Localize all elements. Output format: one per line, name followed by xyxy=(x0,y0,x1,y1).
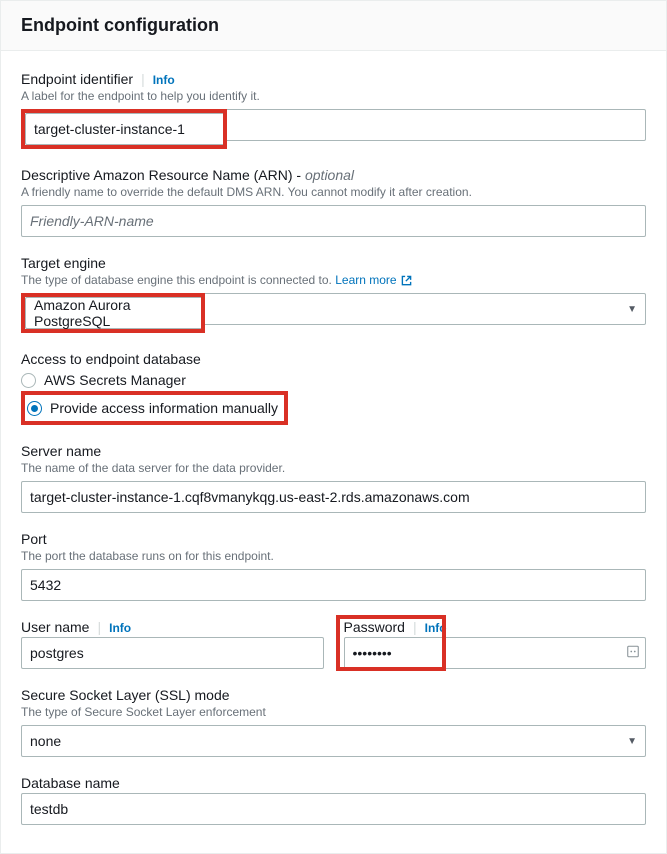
highlight-endpoint-id xyxy=(21,109,227,149)
divider: | xyxy=(413,619,417,635)
highlight-target-engine: Amazon Aurora PostgreSQL xyxy=(21,293,205,333)
external-link-icon xyxy=(401,275,412,286)
field-port: Port The port the database runs on for t… xyxy=(21,531,646,601)
radio-label-secrets: AWS Secrets Manager xyxy=(44,372,186,388)
access-label: Access to endpoint database xyxy=(21,351,201,367)
ssl-select[interactable]: none ▼ xyxy=(21,725,646,757)
endpoint-identifier-input[interactable] xyxy=(25,113,223,145)
field-endpoint-identifier: Endpoint identifier | Info A label for t… xyxy=(21,71,646,149)
dbname-input[interactable] xyxy=(21,793,646,825)
radio-label-manual: Provide access information manually xyxy=(50,400,278,416)
panel-title: Endpoint configuration xyxy=(21,15,646,36)
password-manager-icon[interactable] xyxy=(626,645,640,662)
radio-icon-checked xyxy=(27,401,42,416)
field-server-name: Server name The name of the data server … xyxy=(21,443,646,513)
username-label: User name xyxy=(21,619,89,635)
info-link[interactable]: Info xyxy=(425,621,447,635)
field-ssl: Secure Socket Layer (SSL) mode The type … xyxy=(21,687,646,757)
endpoint-identifier-input-ext[interactable] xyxy=(223,109,646,141)
endpoint-identifier-helper: A label for the endpoint to help you ide… xyxy=(21,89,646,103)
target-engine-label: Target engine xyxy=(21,255,106,271)
arn-helper: A friendly name to override the default … xyxy=(21,185,646,199)
radio-secrets-manager[interactable]: AWS Secrets Manager xyxy=(21,369,646,391)
target-engine-helper: The type of database engine this endpoin… xyxy=(21,273,646,287)
info-link[interactable]: Info xyxy=(153,73,175,87)
field-credentials: User name | Info Password | Info xyxy=(21,619,646,669)
ssl-helper: The type of Secure Socket Layer enforcem… xyxy=(21,705,646,719)
username-input[interactable] xyxy=(21,637,324,669)
dbname-label: Database name xyxy=(21,775,120,791)
arn-input[interactable] xyxy=(21,205,646,237)
chevron-down-icon: ▼ xyxy=(627,736,637,747)
target-engine-select[interactable]: ▼ xyxy=(201,293,646,325)
field-username: User name | Info xyxy=(21,619,324,669)
field-access: Access to endpoint database AWS Secrets … xyxy=(21,351,646,425)
port-helper: The port the database runs on for this e… xyxy=(21,549,646,563)
endpoint-config-panel: Endpoint configuration Endpoint identifi… xyxy=(0,0,667,854)
endpoint-identifier-label: Endpoint identifier xyxy=(21,71,133,87)
panel-header: Endpoint configuration xyxy=(1,1,666,51)
highlight-access-manual: Provide access information manually xyxy=(21,391,288,425)
field-target-engine: Target engine The type of database engin… xyxy=(21,255,646,333)
password-label: Password xyxy=(344,619,405,635)
arn-label: Descriptive Amazon Resource Name (ARN) -… xyxy=(21,167,354,183)
password-input[interactable] xyxy=(344,637,647,669)
port-input[interactable] xyxy=(21,569,646,601)
server-name-helper: The name of the data server for the data… xyxy=(21,461,646,475)
learn-more-link[interactable]: Learn more xyxy=(335,273,411,287)
ssl-value: none xyxy=(30,733,61,749)
info-link[interactable]: Info xyxy=(109,621,131,635)
port-label: Port xyxy=(21,531,47,547)
form-body: Endpoint identifier | Info A label for t… xyxy=(1,51,666,853)
divider: | xyxy=(141,71,145,87)
target-engine-select-hl[interactable]: Amazon Aurora PostgreSQL xyxy=(25,297,201,329)
radio-manual[interactable]: Provide access information manually xyxy=(25,397,278,419)
divider: | xyxy=(97,619,101,635)
ssl-label: Secure Socket Layer (SSL) mode xyxy=(21,687,230,703)
server-name-label: Server name xyxy=(21,443,101,459)
field-password: Password | Info xyxy=(344,619,647,669)
server-name-input[interactable] xyxy=(21,481,646,513)
target-engine-value: Amazon Aurora PostgreSQL xyxy=(34,297,193,329)
field-arn: Descriptive Amazon Resource Name (ARN) -… xyxy=(21,167,646,237)
chevron-down-icon: ▼ xyxy=(627,304,637,315)
field-dbname: Database name xyxy=(21,775,646,825)
radio-icon xyxy=(21,373,36,388)
